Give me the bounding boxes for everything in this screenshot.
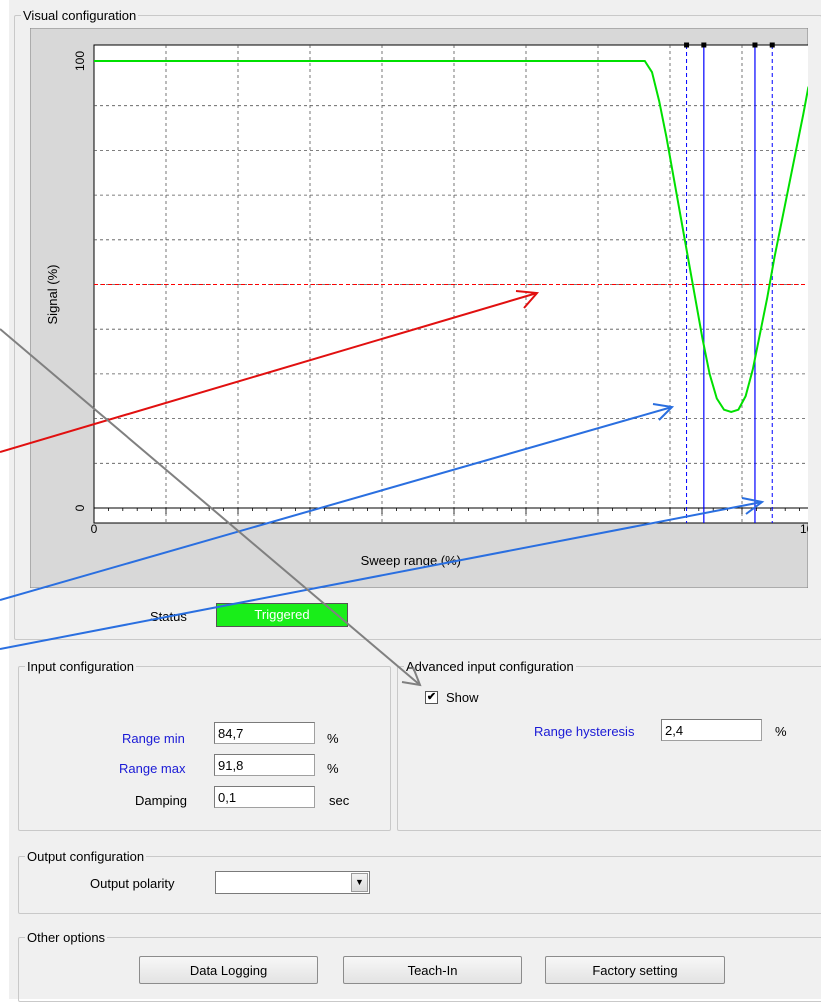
- other-options-legend: Other options: [27, 930, 106, 945]
- chevron-down-icon[interactable]: ▼: [351, 873, 368, 892]
- range-marker: [701, 42, 707, 48]
- output-polarity-select[interactable]: ▼: [215, 871, 370, 894]
- hysteresis-marker: [684, 42, 690, 48]
- status-badge: Triggered: [216, 603, 348, 627]
- range-min-label: Range min: [122, 731, 185, 746]
- signal-chart: 0 100 0 100 Sweep range (%) Signal (%): [30, 28, 808, 588]
- damping-unit: sec: [329, 793, 350, 808]
- data-logging-button[interactable]: Data Logging: [139, 956, 318, 984]
- signal-series-line: [94, 60, 808, 413]
- status-label: Status: [150, 609, 187, 624]
- hysteresis-marker: [769, 42, 775, 48]
- y-axis-label: Signal (%): [45, 265, 60, 325]
- input-configuration-legend: Input configuration: [27, 659, 134, 674]
- range-hysteresis-input[interactable]: [661, 719, 762, 741]
- damping-label: Damping: [135, 793, 188, 808]
- range-min-input[interactable]: [214, 722, 315, 744]
- range-hysteresis-label: Range hysteresis: [534, 724, 635, 739]
- x-tick-label: 0: [91, 522, 98, 536]
- range-hysteresis-unit: %: [775, 724, 787, 739]
- x-axis-label: Sweep range (%): [361, 553, 461, 568]
- x-tick-label: 100: [800, 522, 808, 536]
- output-configuration-legend: Output configuration: [27, 849, 145, 864]
- configuration-panel: Visual configuration 0 100 0 100 Sweep rang…: [9, 0, 821, 1002]
- y-tick-label: 0: [73, 504, 87, 511]
- range-max-input[interactable]: [214, 754, 315, 776]
- range-min-unit: %: [327, 731, 339, 746]
- range-max-label: Range max: [119, 761, 186, 776]
- range-marker: [752, 42, 758, 48]
- range-max-unit: %: [327, 761, 339, 776]
- output-polarity-label: Output polarity: [90, 876, 175, 891]
- output-configuration-group: Output configuration: [18, 849, 821, 914]
- show-label: Show: [446, 690, 479, 705]
- visual-configuration-legend: Visual configuration: [23, 8, 137, 23]
- teach-in-button[interactable]: Teach-In: [343, 956, 522, 984]
- show-checkbox[interactable]: ✔: [425, 691, 438, 704]
- factory-setting-button[interactable]: Factory setting: [545, 956, 725, 984]
- y-tick-label: 100: [73, 51, 87, 71]
- advanced-input-configuration-group: Advanced input configuration: [397, 659, 821, 831]
- advanced-input-configuration-legend: Advanced input configuration: [406, 659, 574, 674]
- damping-input[interactable]: [214, 786, 315, 808]
